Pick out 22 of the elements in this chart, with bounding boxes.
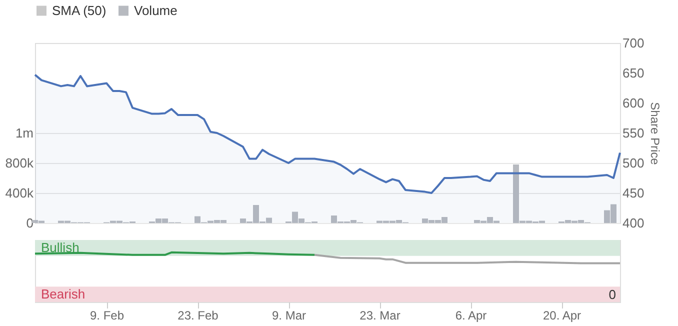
y-tick-label: 1m (15, 126, 34, 140)
x-tick-label: 6. Apr (455, 308, 487, 322)
x-tick-label: 9. Feb (90, 308, 124, 322)
y-tick-label: 400k (5, 186, 34, 200)
x-tick-label: 20. Apr (542, 308, 582, 322)
annotation: 0 (608, 287, 616, 302)
y2-tick-label: 400 (622, 216, 644, 230)
x-tick-label: 23. Feb (178, 308, 219, 322)
band-label: Bullish (41, 240, 80, 255)
y-tick-label: 800k (5, 156, 34, 170)
x-tick-label: 23. Mar (360, 308, 400, 322)
y2-tick-label: 600 (622, 96, 644, 110)
y2-tick-label: 550 (622, 126, 644, 140)
band-label: Bearish (41, 286, 86, 302)
y2-tick-label: 650 (622, 66, 644, 80)
y2-tick-label: 700 (622, 36, 644, 50)
x-tick-label: 9. Mar (272, 308, 306, 322)
y2-axis-title: Share Price (648, 102, 662, 166)
y2-tick-label: 500 (622, 156, 644, 170)
legend-label: Volume (134, 2, 178, 18)
y2-tick-label: 450 (622, 186, 644, 200)
legend-label: SMA (50) (52, 2, 106, 18)
